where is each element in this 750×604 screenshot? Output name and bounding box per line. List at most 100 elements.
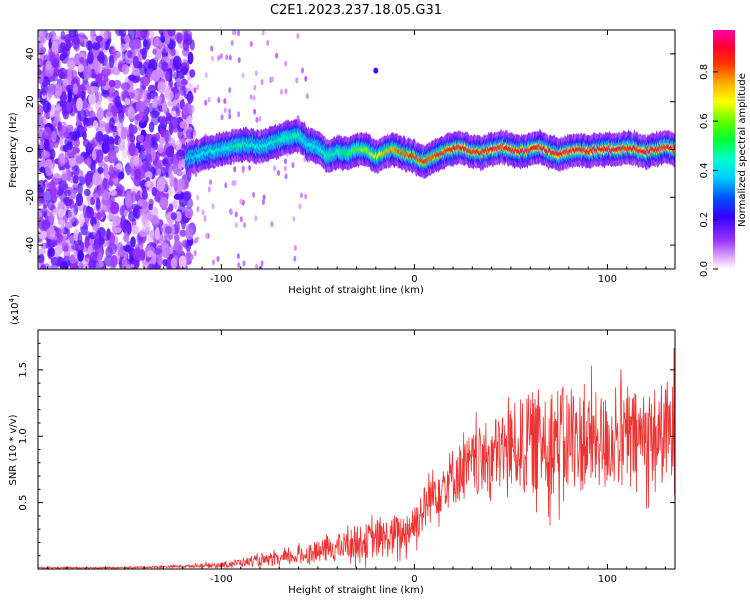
noise-blob xyxy=(270,76,274,83)
noise-blob xyxy=(156,177,166,192)
noise-blob xyxy=(99,209,106,218)
noise-blob xyxy=(255,263,259,269)
noise-blob xyxy=(279,88,283,95)
noise-blob xyxy=(237,111,241,118)
noise-blob xyxy=(102,198,112,206)
noise-blob xyxy=(170,110,177,118)
noise-blob xyxy=(168,203,174,213)
noise-blob xyxy=(123,126,130,136)
noise-blob xyxy=(133,155,140,166)
noise-blob xyxy=(159,116,168,131)
noise-blob xyxy=(224,182,228,189)
noise-blob xyxy=(103,163,109,178)
noise-blob xyxy=(127,106,135,120)
noise-blob xyxy=(253,108,257,115)
noise-blob xyxy=(254,215,258,222)
noise-blob xyxy=(158,233,167,246)
noise-blob xyxy=(235,222,239,229)
noise-blob xyxy=(164,225,172,235)
noise-blob xyxy=(237,262,241,269)
noise-blob xyxy=(92,223,97,236)
noise-blob xyxy=(84,239,90,249)
noise-blob xyxy=(117,137,126,151)
noise-blob xyxy=(95,130,104,143)
noise-blob xyxy=(193,249,197,256)
noise-blob xyxy=(228,108,232,115)
noise-blob xyxy=(62,78,70,86)
noise-blob xyxy=(46,181,56,190)
noise-blob xyxy=(249,94,253,101)
noise-blob xyxy=(143,76,150,87)
noise-blob xyxy=(157,257,164,266)
noise-blob xyxy=(41,219,51,232)
noise-blob xyxy=(277,170,281,177)
noise-blob xyxy=(120,43,127,53)
noise-blob xyxy=(133,258,140,269)
noise-blob xyxy=(171,86,181,101)
noise-blob xyxy=(55,227,62,238)
noise-blob xyxy=(187,51,194,65)
x-tick-label: 0 xyxy=(411,274,417,285)
noise-blob xyxy=(83,188,91,197)
noise-blob xyxy=(48,211,55,224)
noise-blob xyxy=(131,224,139,235)
noise-blob xyxy=(125,92,135,100)
noise-blob xyxy=(299,192,303,199)
noise-blob xyxy=(69,131,77,140)
noise-blob xyxy=(46,227,56,240)
noise-blob xyxy=(107,149,117,164)
noise-blob xyxy=(135,30,145,37)
colorbar-gradient xyxy=(713,30,735,269)
noise-blob xyxy=(228,87,232,94)
noise-blob xyxy=(98,51,105,64)
noise-blob xyxy=(210,45,214,52)
noise-blob xyxy=(38,89,41,99)
noise-blob xyxy=(128,142,137,157)
noise-blob xyxy=(117,249,126,257)
noise-blob xyxy=(121,221,128,233)
noise-blob xyxy=(204,72,208,79)
snr-series-line xyxy=(38,347,675,569)
noise-blob xyxy=(112,130,119,138)
noise-blob xyxy=(66,124,74,133)
noise-blob xyxy=(72,83,78,95)
noise-blob xyxy=(284,173,288,180)
noise-blob xyxy=(116,183,124,197)
noise-blob xyxy=(283,165,287,172)
noise-blob xyxy=(211,259,215,266)
noise-blob xyxy=(84,210,90,224)
y-tick-label: 0.5 xyxy=(18,495,29,511)
noise-blob xyxy=(104,255,114,267)
noise-blob xyxy=(175,139,182,151)
colorbar-label: Normalized spectral amplitude xyxy=(737,73,748,227)
noise-blob xyxy=(92,172,101,187)
noise-blob xyxy=(118,110,125,123)
noise-blob xyxy=(115,51,125,62)
noise-blob xyxy=(144,171,153,180)
noise-blob xyxy=(241,165,245,172)
noise-blob xyxy=(154,46,162,61)
noise-blob xyxy=(156,168,162,176)
noise-blob xyxy=(164,90,174,101)
noise-blob xyxy=(153,36,160,47)
noise-blob xyxy=(130,190,137,203)
noise-blob xyxy=(126,222,132,235)
noise-blob xyxy=(47,89,54,98)
noise-blob xyxy=(38,41,44,49)
noise-blob xyxy=(99,261,104,268)
y-tick-label: 0 xyxy=(25,146,36,152)
noise-blob xyxy=(150,229,156,240)
noise-blob xyxy=(114,95,121,108)
spectrogram-plot-area xyxy=(38,30,675,269)
noise-blob xyxy=(38,104,44,118)
noise-blob xyxy=(124,97,131,105)
noise-blob xyxy=(239,198,243,205)
y-tick-label: -20 xyxy=(25,189,36,205)
noise-blob xyxy=(141,47,148,60)
noise-blob xyxy=(101,190,111,201)
noise-blob xyxy=(38,129,45,142)
noise-blob xyxy=(97,252,103,264)
noise-blob xyxy=(180,78,188,86)
noise-blob xyxy=(196,84,200,91)
noise-blob xyxy=(129,133,136,143)
